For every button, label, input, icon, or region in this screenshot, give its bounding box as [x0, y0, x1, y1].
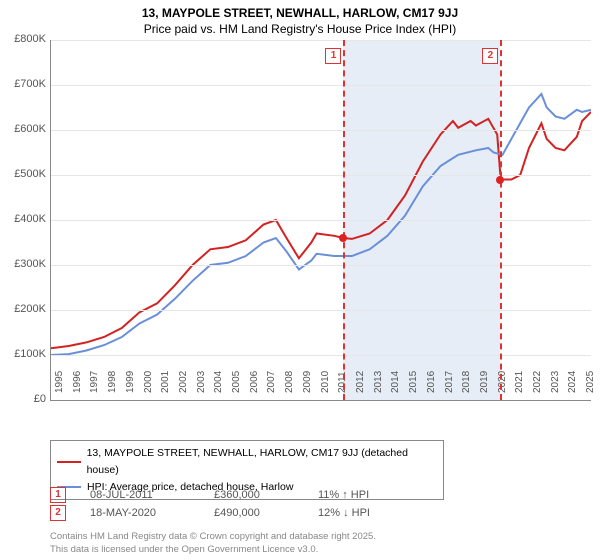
- sale-marker-box: 1: [325, 48, 341, 64]
- x-axis-tick: 2009: [302, 371, 313, 393]
- y-axis-tick: £400K: [0, 213, 50, 225]
- sale-delta: 11% ↑ HPI: [318, 489, 418, 501]
- y-axis-tick: £200K: [0, 303, 50, 315]
- gridline: [51, 130, 591, 131]
- x-axis-tick: 2021: [514, 371, 525, 393]
- x-axis-tick: 2012: [355, 371, 366, 393]
- y-axis-tick: £600K: [0, 123, 50, 135]
- y-axis-tick: £100K: [0, 348, 50, 360]
- footer-line1: Contains HM Land Registry data © Crown c…: [50, 531, 376, 543]
- x-axis-tick: 1996: [72, 371, 83, 393]
- y-axis-tick: £300K: [0, 258, 50, 270]
- x-axis-tick: 2006: [249, 371, 260, 393]
- x-axis-tick: 1997: [89, 371, 100, 393]
- x-axis-tick: 2000: [143, 371, 154, 393]
- x-axis-tick: 2010: [320, 371, 331, 393]
- gridline: [51, 175, 591, 176]
- x-axis-tick: 2016: [426, 371, 437, 393]
- y-axis-tick: £700K: [0, 78, 50, 90]
- series-line: [51, 112, 591, 348]
- gridline: [51, 355, 591, 356]
- chart-container: 13, MAYPOLE STREET, NEWHALL, HARLOW, CM1…: [0, 0, 600, 560]
- sale-row: 1 08-JUL-2011 £360,000 11% ↑ HPI: [50, 486, 418, 504]
- sale-price: £490,000: [214, 507, 294, 519]
- footer-line2: This data is licensed under the Open Gov…: [50, 544, 376, 556]
- chart-title-line1: 13, MAYPOLE STREET, NEWHALL, HARLOW, CM1…: [0, 0, 600, 22]
- sale-date: 08-JUL-2011: [90, 489, 190, 501]
- x-axis-tick: 1995: [54, 371, 65, 393]
- x-axis-tick: 2023: [550, 371, 561, 393]
- x-axis-tick: 2024: [567, 371, 578, 393]
- x-axis-tick: 2005: [231, 371, 242, 393]
- chart-title-line2: Price paid vs. HM Land Registry's House …: [0, 22, 600, 38]
- gridline: [51, 310, 591, 311]
- sale-price: £360,000: [214, 489, 294, 501]
- sale-row: 2 18-MAY-2020 £490,000 12% ↓ HPI: [50, 504, 418, 522]
- x-axis-tick: 2015: [408, 371, 419, 393]
- plot-area: 1995 1996 1997 1998 1999 2000 2001 2002 2003 2004…: [50, 40, 591, 401]
- sales-table: 1 08-JUL-2011 £360,000 11% ↑ HPI 2 18-MAY-202…: [50, 486, 418, 522]
- x-axis-tick: 1999: [125, 371, 136, 393]
- x-axis-tick: 2003: [196, 371, 207, 393]
- sale-delta: 12% ↓ HPI: [318, 507, 418, 519]
- x-axis-tick: 2002: [178, 371, 189, 393]
- legend-label: 13, MAYPOLE STREET, NEWHALL, HARLOW, CM1…: [87, 445, 437, 479]
- y-axis-tick: £0: [0, 393, 50, 405]
- x-axis-tick: 2018: [461, 371, 472, 393]
- gridline: [51, 85, 591, 86]
- gridline: [51, 220, 591, 221]
- sale-vline: [500, 40, 502, 400]
- sale-dot: [339, 234, 347, 242]
- x-axis-tick: 2014: [390, 371, 401, 393]
- x-axis-tick: 2013: [373, 371, 384, 393]
- sale-date: 18-MAY-2020: [90, 507, 190, 519]
- gridline: [51, 40, 591, 41]
- sale-vline: [343, 40, 345, 400]
- gridline: [51, 265, 591, 266]
- x-axis-tick: 2017: [444, 371, 455, 393]
- sale-index-box: 1: [50, 487, 66, 503]
- legend-row: 13, MAYPOLE STREET, NEWHALL, HARLOW, CM1…: [57, 445, 437, 479]
- x-axis-tick: 2025: [585, 371, 596, 393]
- x-axis-tick: 1998: [107, 371, 118, 393]
- attribution-footer: Contains HM Land Registry data © Crown c…: [50, 531, 376, 556]
- x-axis-tick: 2022: [532, 371, 543, 393]
- series-line: [51, 94, 591, 355]
- x-axis-tick: 2001: [160, 371, 171, 393]
- x-axis-tick: 2004: [213, 371, 224, 393]
- legend-swatch: [57, 461, 81, 463]
- y-axis-tick: £800K: [0, 33, 50, 45]
- sale-dot: [496, 176, 504, 184]
- x-axis-tick: 2008: [284, 371, 295, 393]
- y-axis-tick: £500K: [0, 168, 50, 180]
- x-axis-tick: 2019: [479, 371, 490, 393]
- chart-area: 1995 1996 1997 1998 1999 2000 2001 2002 2003 2004…: [0, 40, 600, 420]
- sale-index-box: 2: [50, 505, 66, 521]
- sale-marker-box: 2: [482, 48, 498, 64]
- x-axis-tick: 2007: [266, 371, 277, 393]
